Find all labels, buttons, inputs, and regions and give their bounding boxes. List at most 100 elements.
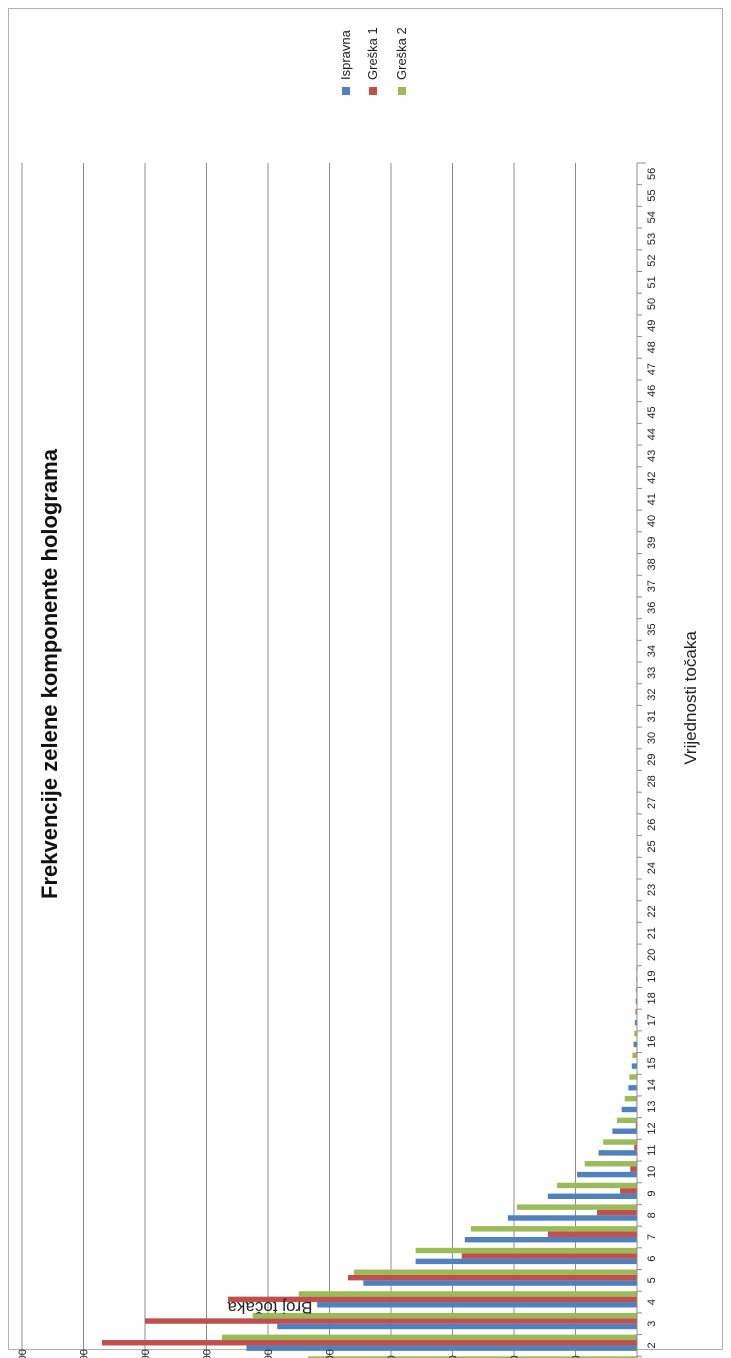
- x-tick-label: 3: [646, 1321, 658, 1327]
- x-tick-label: 56: [646, 168, 658, 180]
- x-tick-label: 48: [646, 341, 658, 353]
- x-tick-label: 40: [646, 515, 658, 527]
- bar: [221, 1334, 637, 1341]
- bar: [624, 1095, 637, 1102]
- x-tick-label: 49: [646, 320, 658, 332]
- x-axis-label: Vrijednosti točaka: [681, 631, 700, 765]
- x-tick-label: 31: [646, 710, 658, 722]
- y-tick-label: 1400000: [202, 1349, 214, 1358]
- bar: [461, 1253, 637, 1259]
- bar: [630, 1166, 637, 1172]
- bar: [464, 1236, 637, 1243]
- x-tick-label: 29: [646, 754, 658, 766]
- bar: [547, 1231, 637, 1237]
- bar: [584, 1161, 637, 1167]
- x-tick-label: 32: [646, 688, 658, 700]
- x-tick-label: 30: [646, 732, 658, 744]
- x-tick-label: 37: [646, 580, 658, 592]
- x-tick-label: 15: [646, 1057, 658, 1069]
- bar: [246, 1345, 637, 1351]
- x-tick-label: 5: [646, 1277, 658, 1283]
- x-tick-label: 13: [646, 1101, 658, 1113]
- bar: [298, 1291, 637, 1297]
- x-tick-label: 55: [646, 189, 658, 201]
- bar: [617, 1117, 637, 1124]
- y-tick-label: 2000000: [17, 1349, 29, 1358]
- bar: [620, 1188, 637, 1194]
- legend-label: Ispravna: [338, 29, 353, 80]
- x-tick-label: 39: [646, 537, 658, 549]
- x-tick-label: 38: [646, 558, 658, 570]
- x-tick-label: 17: [646, 1014, 658, 1026]
- bar: [557, 1182, 637, 1189]
- gridlines: [21, 163, 576, 1358]
- x-tick-label: 11: [646, 1144, 658, 1155]
- bar: [317, 1302, 637, 1308]
- chart-title: Frekvencije zelene komponente holograma: [37, 448, 62, 899]
- x-tick-label: 9: [646, 1191, 658, 1197]
- x-tick-label: 43: [646, 450, 658, 462]
- x-tick-label: 27: [646, 797, 658, 809]
- legend-swatch: [398, 87, 406, 95]
- bar: [634, 1020, 637, 1026]
- x-tick-label: 6: [646, 1256, 658, 1262]
- y-tick-label: 1200000: [263, 1349, 275, 1358]
- bar: [597, 1209, 637, 1216]
- x-tick-label: 46: [646, 385, 658, 397]
- x-tick-label: 25: [646, 840, 658, 852]
- y-tick-label: 1800000: [79, 1349, 91, 1358]
- y-tick-label: 1000000: [325, 1349, 337, 1358]
- x-tick-label: 16: [646, 1036, 658, 1048]
- bar: [632, 1052, 637, 1058]
- x-tick-label: 20: [646, 949, 658, 961]
- bars: [101, 358, 637, 1358]
- bar: [101, 1340, 637, 1346]
- bar: [470, 1226, 637, 1232]
- y-tick-label: 600000: [448, 1355, 460, 1358]
- bar: [634, 1144, 637, 1151]
- bar: [635, 1123, 637, 1129]
- x-tick-label: 21: [646, 927, 658, 939]
- bar: [354, 1269, 637, 1275]
- x-tick-label: 22: [646, 905, 658, 917]
- bar: [547, 1193, 637, 1200]
- legend-swatch: [342, 87, 350, 95]
- bar: [612, 1128, 637, 1134]
- bar: [603, 1139, 637, 1145]
- bar: [631, 1063, 637, 1069]
- x-tick-label: 42: [646, 471, 658, 483]
- y-tick-labels: 0200000400000600000800000100000012000001…: [17, 1349, 583, 1358]
- bar: [347, 1274, 637, 1281]
- bar: [415, 1247, 637, 1254]
- bar: [517, 1204, 637, 1210]
- x-tick-label: 2: [646, 1342, 658, 1348]
- x-tick-label: 41: [646, 493, 658, 505]
- bar: [363, 1280, 637, 1286]
- y-axis-label: Broj točaka: [227, 1298, 313, 1317]
- x-tick-label: 12: [646, 1122, 658, 1134]
- x-tick-label: 52: [646, 255, 658, 267]
- x-tick-labels: 1234567891011121314151617181920212223242…: [646, 168, 658, 1349]
- x-tick-label: 18: [646, 992, 658, 1004]
- x-tick-label: 35: [646, 623, 658, 635]
- x-tick-label: 51: [646, 276, 658, 288]
- x-tick-label: 4: [646, 1299, 658, 1305]
- bar: [577, 1171, 637, 1178]
- x-tick-label: 23: [646, 884, 658, 896]
- bar: [598, 1150, 637, 1156]
- bar: [635, 998, 637, 1004]
- x-tick-label: 47: [646, 363, 658, 375]
- x-tick-label: 54: [646, 211, 658, 223]
- legend-label: Greška 1: [365, 27, 380, 80]
- legend-swatch: [369, 87, 377, 95]
- x-tick-label: 19: [646, 970, 658, 982]
- bar: [145, 1318, 637, 1324]
- x-tick-label: 26: [646, 819, 658, 831]
- bar: [415, 1258, 637, 1265]
- y-tick-label: 400000: [509, 1355, 521, 1358]
- bar: [635, 987, 637, 993]
- x-tick-label: 44: [646, 428, 658, 440]
- bar: [628, 1085, 637, 1091]
- legend-label: Greška 2: [394, 27, 409, 80]
